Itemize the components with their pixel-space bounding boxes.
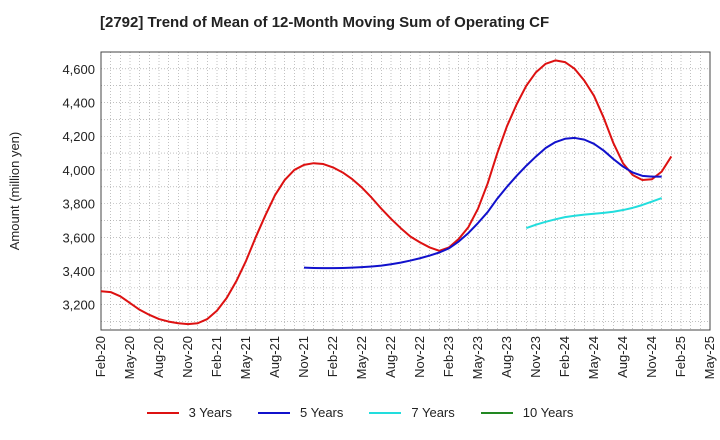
x-tick-label: Nov-21 [296,336,311,378]
grid [100,51,711,330]
legend-item-7-years: 7 Years [369,405,455,420]
y-axis-label: Amount (million yen) [7,132,22,251]
legend-swatch [146,411,179,414]
x-tick-label: May-22 [354,336,369,379]
legend-label: 7 Years [411,405,455,420]
series-lines [100,59,673,326]
x-tick-label: Aug-24 [615,336,630,378]
x-tick-label: Feb-21 [209,336,224,377]
legend-label: 5 Years [300,405,344,420]
x-tick-label: Aug-21 [267,336,282,378]
legend: 3 Years 5 Years 7 Years 10 Years [0,405,720,420]
x-tick-label: Nov-24 [644,336,659,378]
y-tick-label: 4,200 [62,129,95,144]
y-tick-label: 3,600 [62,230,95,245]
legend-item-3-years: 3 Years [146,405,232,420]
plot-area-border [100,51,711,331]
y-tick-label: 3,400 [62,264,95,279]
x-tick-label: Aug-22 [383,336,398,378]
y-tick-label: 3,200 [62,298,95,313]
x-tick-label: Aug-20 [151,336,166,378]
y-tick-label: 4,000 [62,163,95,178]
y-tick-label: 4,400 [62,96,95,111]
x-tick-label: Nov-22 [412,336,427,378]
legend-item-10-years: 10 Years [480,405,574,420]
x-tick-label: May-20 [122,336,137,379]
x-tick-label: May-25 [702,336,717,379]
x-tick-label: Feb-24 [557,336,572,377]
x-tick-label: Feb-22 [325,336,340,377]
x-tick-label: Nov-23 [528,336,543,378]
chart-title: [2792] Trend of Mean of 12-Month Moving … [100,14,550,31]
x-tick-label: May-24 [586,336,601,379]
y-tick-label: 3,800 [62,197,95,212]
y-tick-label: 4,600 [62,62,95,77]
x-tick-label: Feb-20 [93,336,108,377]
x-tick-label: Aug-23 [499,336,514,378]
legend-swatch [258,411,290,414]
x-tick-label: Feb-25 [673,336,688,377]
x-tick-label: May-23 [470,336,485,379]
legend-item-5-years: 5 Years [258,405,343,420]
series-line-3-years [100,59,673,326]
legend-label: 10 Years [522,405,574,420]
y-tick-labels: 3,200 3,400 3,600 3,800 4,000 4,200 4,400 4,600 [62,62,95,313]
x-tick-label: May-21 [238,336,253,379]
x-tick-labels: Feb-20 May-20 Aug-20 Nov-20 Feb-21 May-21 Aug-… [93,336,717,379]
legend-swatch [480,411,513,414]
axes [100,51,711,331]
legend-swatch [369,411,402,414]
series-line-7-years [526,197,663,230]
x-tick-label: Nov-20 [180,336,195,378]
series-line-5-years [303,136,662,270]
legend-label: 3 Years [188,405,232,420]
x-tick-label: Feb-23 [441,336,456,377]
